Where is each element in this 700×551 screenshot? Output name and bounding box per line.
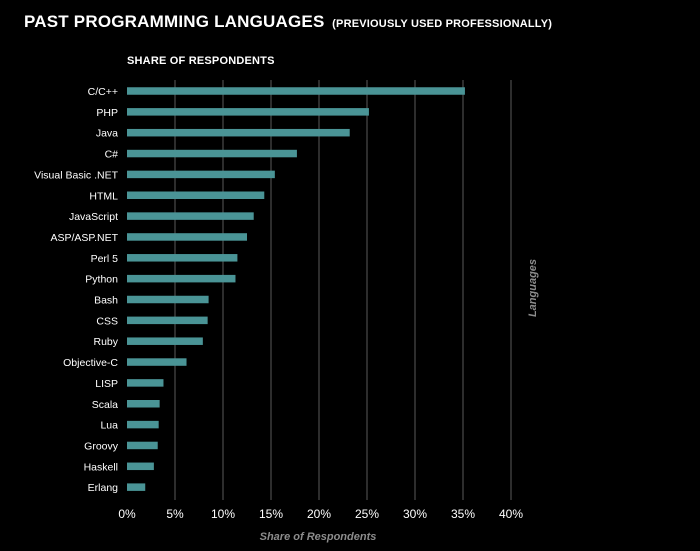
bar	[127, 420, 159, 429]
bar	[127, 379, 164, 387]
bar	[127, 128, 350, 137]
bar	[127, 316, 208, 325]
category-label: LISP	[95, 378, 118, 390]
bar	[127, 274, 236, 283]
category-label: Groovy	[84, 440, 119, 452]
y-axis-title: Languages	[527, 259, 539, 317]
x-tick-label: 10%	[211, 507, 235, 521]
bar	[127, 108, 369, 116]
chart-title-main: PAST PROGRAMMING LANGUAGES	[24, 12, 325, 31]
category-label: Erlang	[88, 482, 119, 494]
category-label: Perl 5	[91, 253, 119, 265]
category-labels: C/C++ PHP Java C# Visual Basic .NET HTML JavaS…	[34, 86, 119, 494]
category-label: JavaScript	[69, 211, 118, 223]
bar	[127, 170, 275, 179]
bar	[127, 483, 146, 491]
category-label: Lua	[100, 420, 118, 432]
bar	[127, 295, 209, 304]
x-axis-title: Share of Respondents	[260, 531, 377, 543]
bar	[127, 191, 265, 199]
x-tick-label: 0%	[118, 507, 136, 521]
x-tick-label: 30%	[403, 507, 427, 521]
chart-title-suffix: (PREVIOUSLY USED PROFESSIONALLY)	[332, 18, 553, 30]
bar	[127, 233, 247, 241]
gridlines	[174, 80, 512, 500]
x-tick-label: 35%	[451, 507, 475, 521]
category-label: Ruby	[93, 336, 118, 348]
category-label: Bash	[94, 295, 118, 307]
category-label: PHP	[96, 107, 118, 119]
x-tick-labels: 0% 5% 10% 15% 20% 25% 30% 35% 40%	[118, 507, 523, 521]
bars	[127, 87, 465, 491]
chart-title: PAST PROGRAMMING LANGUAGES (PREVIOUSLY U…	[24, 12, 552, 32]
category-label: C/C++	[88, 86, 118, 98]
bar	[127, 337, 203, 345]
category-label: Scala	[92, 399, 118, 411]
bar	[127, 441, 158, 450]
category-label: Haskell	[84, 461, 118, 473]
bar	[127, 212, 254, 220]
category-label: HTML	[89, 190, 118, 202]
category-label: C#	[105, 149, 119, 161]
x-tick-label: 5%	[166, 507, 184, 521]
category-label: CSS	[96, 315, 118, 327]
bar	[127, 87, 465, 95]
bar	[127, 149, 297, 158]
category-label: Objective-C	[63, 357, 118, 369]
bar	[127, 254, 238, 262]
chart-subtitle: SHARE OF RESPONDENTS	[127, 55, 275, 67]
x-tick-label: 25%	[355, 507, 379, 521]
bar	[127, 358, 187, 366]
category-label: ASP/ASP.NET	[50, 232, 118, 244]
x-tick-label: 15%	[259, 507, 283, 521]
x-tick-label: 40%	[499, 507, 523, 521]
bar	[127, 400, 160, 408]
category-label: Python	[85, 274, 118, 286]
category-label: Visual Basic .NET	[34, 169, 118, 181]
bar	[127, 462, 154, 471]
x-tick-label: 20%	[307, 507, 331, 521]
category-label: Java	[96, 128, 118, 140]
